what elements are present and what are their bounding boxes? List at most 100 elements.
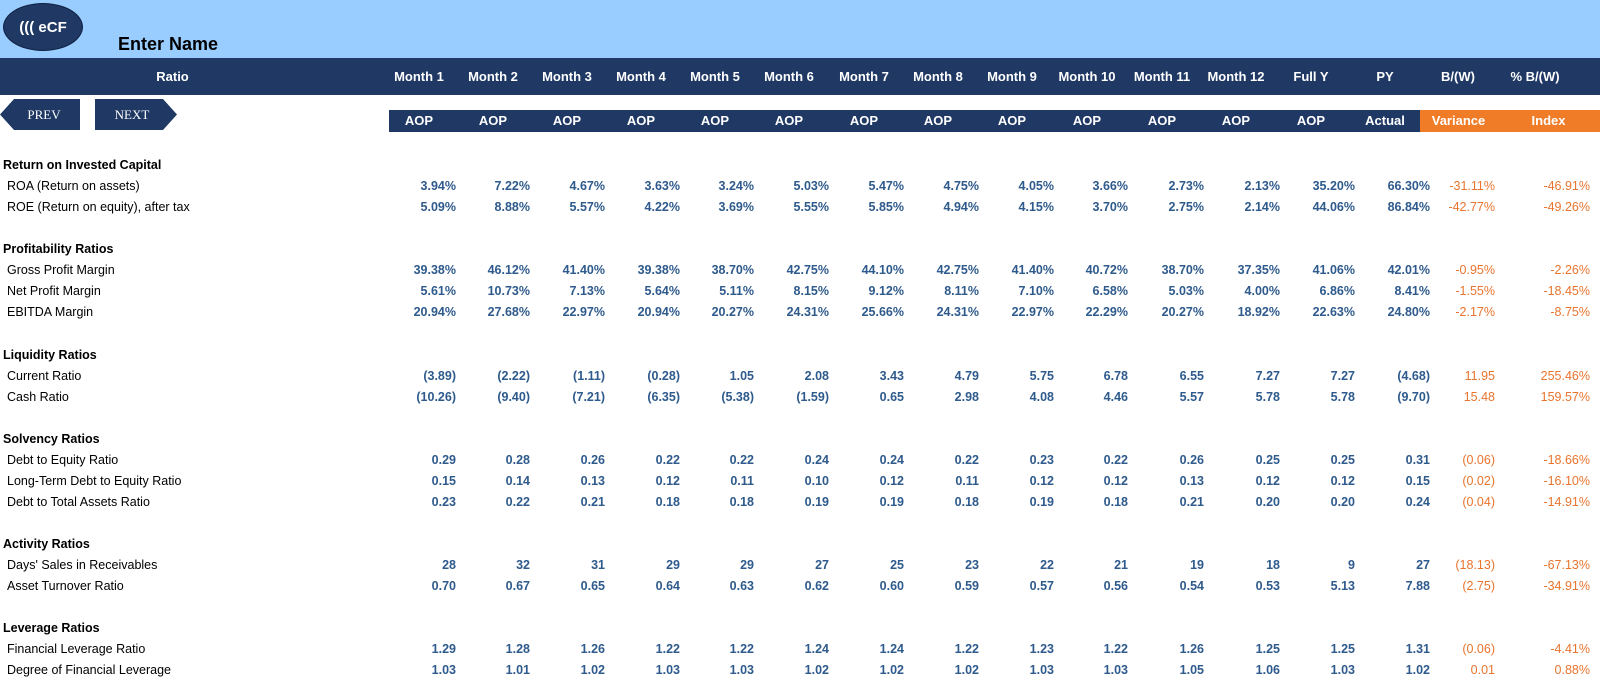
value-cell: 5.55% (793, 200, 829, 214)
next-button[interactable]: NEXT (95, 99, 177, 130)
value-cell: 22.97% (1011, 305, 1054, 319)
table-row: Cash Ratio (10.26) (9.40) (7.21) (6.35) (5.38… (0, 387, 1600, 407)
value-cell: -16.10% (1543, 474, 1590, 488)
value-cell: 0.23 (1029, 453, 1054, 467)
value-cell: 0.24 (804, 453, 829, 467)
value-cell: 4.15% (1018, 200, 1054, 214)
value-cell: 8.41% (1394, 284, 1430, 298)
value-cell: 0.18 (655, 495, 680, 509)
value-cell: 3.94% (420, 179, 456, 193)
value-cell: -49.26% (1543, 200, 1590, 214)
value-cell: 5.09% (420, 200, 456, 214)
value-cell: 6.86% (1319, 284, 1355, 298)
column-header: B/(W) (1441, 69, 1475, 84)
value-cell: 46.12% (487, 263, 530, 277)
value-cell: 22 (1040, 558, 1054, 572)
value-cell: 5.11% (719, 284, 754, 298)
value-cell: 0.22 (729, 453, 754, 467)
value-cell: 20.27% (1161, 305, 1204, 319)
value-cell: 20.27% (711, 305, 754, 319)
subheader-cell: AOP (1221, 113, 1251, 128)
subheader-cell: AOP (700, 113, 730, 128)
subheader-cell: AOP (626, 113, 656, 128)
value-cell: 6.58% (1092, 284, 1128, 298)
value-cell: (1.59) (796, 390, 829, 404)
value-cell: 1.03 (431, 663, 456, 677)
value-cell: 5.85% (868, 200, 904, 214)
value-cell: -14.91% (1543, 495, 1590, 509)
table-row: Debt to Total Assets Ratio 0.23 0.22 0.21 0.… (0, 492, 1600, 512)
value-cell: 23 (965, 558, 979, 572)
value-cell: 1.31 (1405, 642, 1430, 656)
value-cell: 0.11 (955, 474, 979, 488)
value-cell: 0.12 (1255, 474, 1280, 488)
value-cell: (5.38) (721, 390, 754, 404)
value-cell: 1.22 (729, 642, 754, 656)
value-cell: (1.11) (573, 369, 605, 383)
value-cell: 7.27 (1330, 369, 1355, 383)
value-cell: -42.77% (1448, 200, 1495, 214)
row-label: Debt to Total Assets Ratio (7, 495, 150, 509)
value-cell: 0.18 (729, 495, 754, 509)
column-header: PY (1376, 69, 1394, 84)
value-cell: 2.13% (1244, 179, 1280, 193)
value-cell: 1.26 (580, 642, 605, 656)
value-cell: 4.46 (1103, 390, 1128, 404)
value-cell: 0.22 (954, 453, 979, 467)
value-cell: 39.38% (637, 263, 680, 277)
value-cell: 0.19 (879, 495, 904, 509)
section-title: Liquidity Ratios (3, 348, 97, 362)
subheader-cell: AOP (1296, 113, 1326, 128)
value-cell: 20.94% (637, 305, 680, 319)
value-cell: 18.92% (1237, 305, 1280, 319)
value-cell: 29 (666, 558, 680, 572)
value-cell: 22.29% (1085, 305, 1128, 319)
value-cell: 21 (1114, 558, 1128, 572)
value-cell: 0.21 (580, 495, 605, 509)
table-row: Current Ratio (3.89) (2.22) (1.11) (0.28) 1.0… (0, 366, 1600, 386)
value-cell: (0.28) (647, 369, 680, 383)
value-cell: 0.12 (1103, 474, 1128, 488)
value-cell: 10.73% (487, 284, 530, 298)
table-row: Long-Term Debt to Equity Ratio 0.15 0.14 0.… (0, 471, 1600, 491)
value-cell: 28 (442, 558, 456, 572)
value-cell: -67.13% (1543, 558, 1590, 572)
value-cell: 0.54 (1179, 579, 1204, 593)
value-cell: 86.84% (1387, 200, 1430, 214)
value-cell: 24.31% (786, 305, 829, 319)
column-header: Month 10 (1058, 69, 1116, 84)
value-cell: 39.38% (413, 263, 456, 277)
value-cell: 31 (591, 558, 605, 572)
value-cell: 2.98 (954, 390, 979, 404)
table-row: Net Profit Margin 5.61% 10.73% 7.13% 5.64% 5.… (0, 281, 1600, 301)
section-title: Activity Ratios (3, 537, 90, 551)
value-cell: 0.21 (1179, 495, 1204, 509)
value-cell: 27 (815, 558, 829, 572)
value-cell: 0.25 (1330, 453, 1355, 467)
value-cell: 1.05 (1179, 663, 1204, 677)
value-cell: 1.22 (1103, 642, 1128, 656)
value-cell: 66.30% (1387, 179, 1430, 193)
value-cell: 1.02 (1405, 663, 1430, 677)
column-header: Month 9 (987, 69, 1037, 84)
table-row: Gross Profit Margin 39.38% 46.12% 41.40% 39.… (0, 260, 1600, 280)
value-cell: 5.03% (793, 179, 829, 193)
value-cell: 0.63 (729, 579, 754, 593)
value-cell: 0.13 (580, 474, 605, 488)
table-row: Degree of Financial Leverage 1.03 1.01 1.02… (0, 660, 1600, 680)
value-cell: 8.11% (944, 284, 979, 298)
prev-button[interactable]: PREV (0, 99, 80, 130)
row-label: Degree of Financial Leverage (7, 663, 171, 677)
value-cell: 1.03 (1330, 663, 1355, 677)
company-name[interactable]: Enter Name (118, 34, 219, 54)
value-cell: 1.02 (879, 663, 904, 677)
value-cell: 1.01 (505, 663, 530, 677)
value-cell: (2.75) (1462, 579, 1495, 593)
value-cell: 0.28 (505, 453, 530, 467)
value-cell: 5.64% (644, 284, 680, 298)
row-label: Asset Turnover Ratio (7, 579, 124, 593)
value-cell: 1.03 (1029, 663, 1054, 677)
subheader-cell: AOP (849, 113, 879, 128)
subheader-cell: Variance (1420, 110, 1497, 132)
value-cell: 1.25 (1255, 642, 1280, 656)
